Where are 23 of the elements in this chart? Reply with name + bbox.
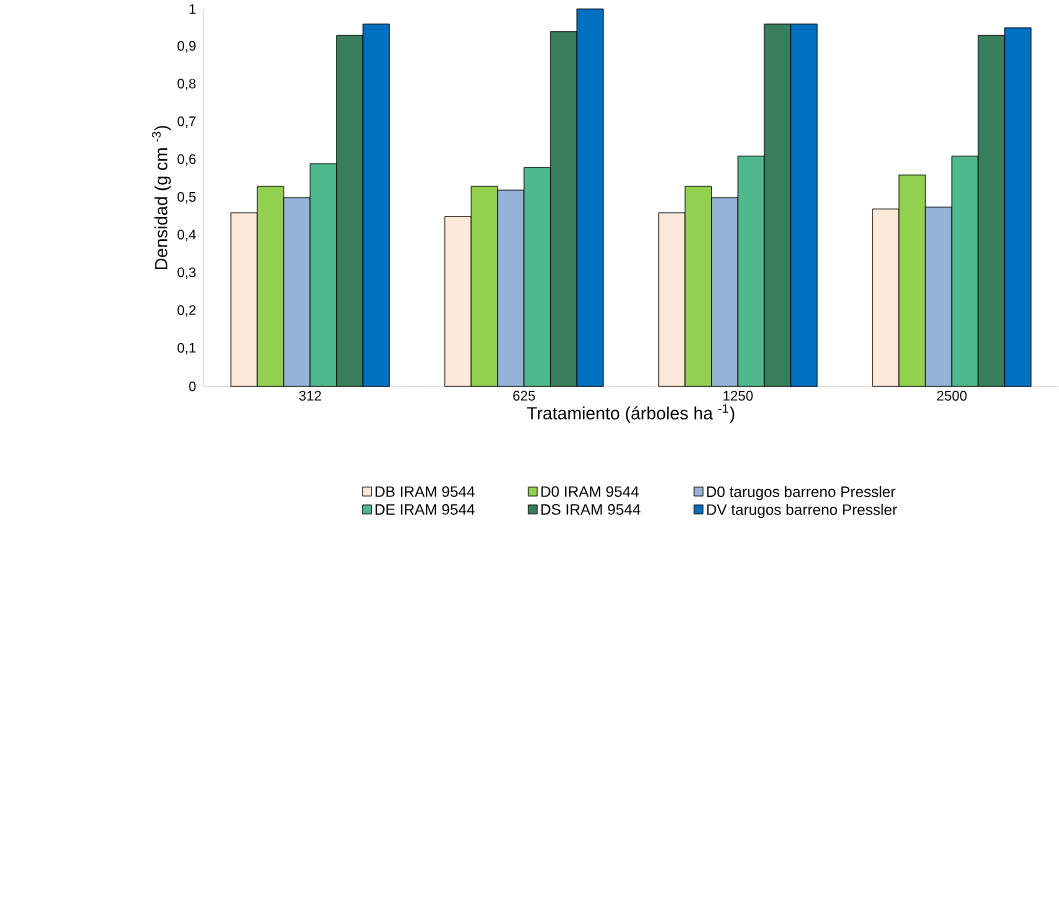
y-tick-label: 1: [189, 4, 196, 14]
y-tick-label: 0,5: [177, 191, 196, 204]
x-tick-label: 1250: [723, 390, 753, 401]
legend-label: DE IRAM 9544: [375, 503, 475, 515]
y-axis-title: Densidad (g cm $^{-3}$): [152, 125, 171, 269]
y-tick-label: 0,8: [177, 78, 196, 91]
legend-label: DV tarugos barreno Pressler: [707, 503, 897, 518]
y-tick-label: 0: [189, 381, 196, 392]
y-tick-label: 0,3: [177, 267, 196, 279]
x-tick-label: 312: [299, 390, 321, 401]
legend-label: D0 IRAM 9544: [541, 486, 639, 497]
legend-label: D0 tarugos barreno Pressler: [707, 485, 896, 500]
x-tick-label: 2500: [937, 390, 967, 401]
y-tick-label: 0,1: [177, 342, 196, 355]
y-tick-label: 0,7: [177, 116, 196, 128]
y-tick-label: 0,6: [177, 154, 196, 166]
x-axis-title: Tratamiento (árboles ha $^{-1}$): [527, 404, 735, 423]
legend-label: DS IRAM 9544: [541, 503, 641, 515]
y-tick-label: 0,9: [177, 40, 196, 53]
y-tick-label: 0,2: [177, 305, 196, 317]
legend-label: DB IRAM 9544: [375, 486, 475, 497]
y-tick-label: 0,4: [177, 229, 196, 241]
x-tick-label: 625: [513, 390, 535, 401]
